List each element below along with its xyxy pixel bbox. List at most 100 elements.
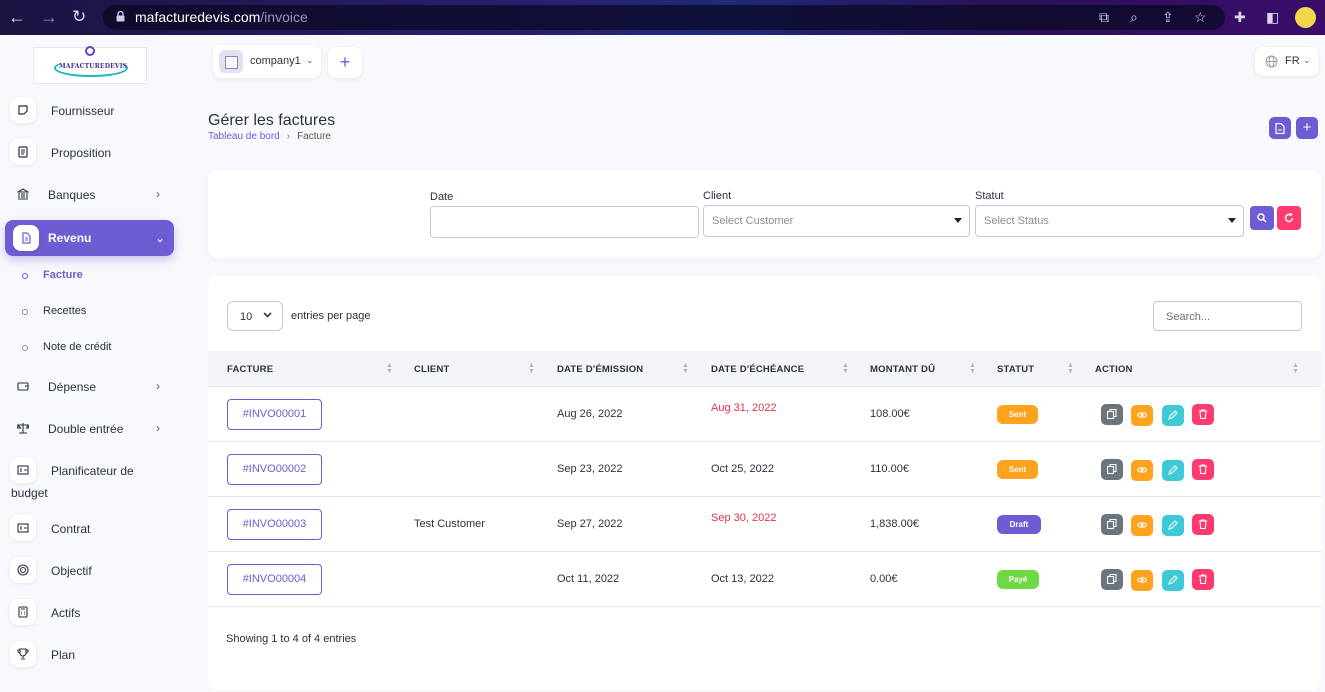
reload-icon[interactable]: ↻: [72, 7, 87, 26]
sidebar-subitem-label: Note de crédit: [43, 341, 112, 353]
sidebar-item-double-entree[interactable]: Double entrée ›: [10, 414, 174, 444]
client-filter-select[interactable]: Select Customer: [703, 205, 970, 237]
share-icon[interactable]: ⇪: [1162, 9, 1174, 25]
edit-button[interactable]: [1162, 515, 1184, 536]
sidebar-item-plan[interactable]: Plan: [10, 640, 174, 670]
zoom-icon[interactable]: ⌕: [1130, 9, 1138, 25]
sidebar-item-label: Proposition: [51, 146, 112, 160]
budget-icon: [10, 457, 36, 483]
due-date-cell: Aug 31, 2022: [711, 402, 777, 414]
duplicate-button[interactable]: [1101, 569, 1123, 590]
sidebar-item-fournisseur[interactable]: Fournisseur: [10, 96, 174, 126]
invoice-number-link[interactable]: #INVO00001: [227, 399, 322, 430]
apply-filter-button[interactable]: [1250, 206, 1274, 230]
app-logo[interactable]: MAFACTUREDEVIS: [33, 46, 147, 84]
sort-icon[interactable]: ▲ ▼: [842, 362, 849, 375]
trash-icon: [1199, 409, 1207, 419]
sidebar-item-objectif[interactable]: Objectif: [10, 556, 174, 586]
breadcrumb-current: Facture: [297, 131, 331, 142]
invoice-number-link[interactable]: #INVO00003: [227, 509, 322, 540]
column-header-montant-du[interactable]: MONTANT DÛ: [870, 364, 936, 375]
bank-icon: [10, 181, 36, 207]
copy-icon: [1107, 519, 1117, 529]
duplicate-button[interactable]: [1101, 459, 1123, 480]
column-header-client[interactable]: CLIENT: [414, 364, 450, 375]
sidepanel-icon[interactable]: ◧: [1266, 9, 1280, 25]
sidebar-item-revenu[interactable]: Revenu ⌄: [5, 220, 174, 256]
sidebar-item-planificateur-de-budget[interactable]: Planificateur de budget: [10, 456, 174, 500]
invoice-number-link[interactable]: #INVO00004: [227, 564, 322, 595]
language-selector[interactable]: FR ⌄: [1255, 47, 1319, 76]
delete-button[interactable]: [1192, 514, 1214, 535]
sort-icon[interactable]: ▲ ▼: [1067, 362, 1074, 375]
wallet-icon: [10, 373, 36, 399]
client-filter-label: Client: [703, 190, 732, 202]
column-header-statut[interactable]: STATUT: [997, 364, 1035, 375]
target-icon: [10, 557, 36, 583]
sidebar-item-actifs[interactable]: Actifs: [10, 598, 174, 628]
profile-avatar[interactable]: [1295, 7, 1316, 28]
invoice-number-link[interactable]: #INVO00002: [227, 454, 322, 485]
add-company-button[interactable]: +: [328, 47, 362, 78]
chevron-down-icon: ⌄: [1303, 55, 1311, 65]
copy-icon: [1107, 464, 1117, 474]
delete-button[interactable]: [1192, 459, 1214, 480]
column-header-facture[interactable]: FACTURE: [227, 364, 274, 375]
delete-button[interactable]: [1192, 569, 1214, 590]
caret-down-icon[interactable]: [1228, 218, 1236, 223]
view-button[interactable]: [1131, 515, 1153, 536]
create-invoice-button[interactable]: +: [1296, 117, 1318, 139]
export-button[interactable]: [1269, 117, 1291, 139]
invoice-table-card: [208, 276, 1321, 690]
date-filter-label: Date: [430, 191, 454, 203]
sort-icon[interactable]: ▲ ▼: [386, 362, 393, 375]
trash-icon: [1199, 464, 1207, 474]
company-selector[interactable]: company1 ⌄: [213, 45, 321, 78]
sidebar-item-depense[interactable]: Dépense ›: [10, 372, 174, 402]
sort-icon[interactable]: ▲ ▼: [682, 362, 689, 375]
chevron-right-icon: ›: [156, 379, 160, 393]
reset-filter-button[interactable]: [1277, 206, 1301, 230]
sidebar-item-contrat[interactable]: Contrat: [10, 514, 174, 544]
view-button[interactable]: [1131, 460, 1153, 481]
trash-icon: [1199, 519, 1207, 529]
entries-per-page-select[interactable]: 10: [227, 301, 283, 331]
eye-icon: [1137, 412, 1147, 418]
sort-icon[interactable]: ▲ ▼: [528, 362, 535, 375]
file-export-icon: [1275, 123, 1285, 134]
sidebar-item-proposition[interactable]: Proposition: [10, 138, 174, 168]
url-text[interactable]: mafacturedevis.com/invoice: [135, 9, 308, 25]
delete-button[interactable]: [1192, 404, 1214, 425]
translate-icon[interactable]: ⧉: [1099, 9, 1109, 25]
company-image-icon: [219, 50, 243, 73]
date-filter-input[interactable]: [430, 206, 699, 238]
chevron-down-icon: ⌄: [306, 55, 314, 65]
edit-button[interactable]: [1162, 405, 1184, 426]
eye-icon: [1137, 577, 1147, 583]
column-header-date-echeance[interactable]: DATE D'ÉCHÉANCE: [711, 364, 805, 375]
duplicate-button[interactable]: [1101, 404, 1123, 425]
edit-button[interactable]: [1162, 460, 1184, 481]
status-badge: Draft: [997, 515, 1041, 534]
sidebar-item-label: Objectif: [51, 564, 92, 578]
eye-icon: [1137, 522, 1147, 528]
view-button[interactable]: [1131, 405, 1153, 426]
extensions-icon[interactable]: ✚: [1234, 9, 1246, 25]
table-search-input[interactable]: Search...: [1153, 301, 1302, 331]
sidebar-item-banques[interactable]: Banques ›: [10, 180, 174, 210]
bookmark-star-icon[interactable]: ☆: [1194, 9, 1207, 25]
edit-button[interactable]: [1162, 570, 1184, 591]
sidebar: MAFACTUREDEVIS: [0, 36, 186, 692]
column-header-date-emission[interactable]: DATE D'ÉMISSION: [557, 364, 644, 375]
note-icon: [10, 97, 36, 123]
status-filter-select[interactable]: Select Status: [975, 205, 1244, 237]
view-button[interactable]: [1131, 570, 1153, 591]
sort-icon[interactable]: ▲ ▼: [969, 362, 976, 375]
address-bar[interactable]: [103, 5, 1225, 30]
breadcrumb-home-link[interactable]: Tableau de bord: [208, 131, 280, 142]
sort-icon[interactable]: ▲ ▼: [1292, 362, 1299, 375]
forward-icon[interactable]: →: [40, 7, 58, 27]
sidebar-item-label: Actifs: [51, 606, 81, 620]
duplicate-button[interactable]: [1101, 514, 1123, 535]
back-icon[interactable]: ←: [8, 7, 26, 27]
